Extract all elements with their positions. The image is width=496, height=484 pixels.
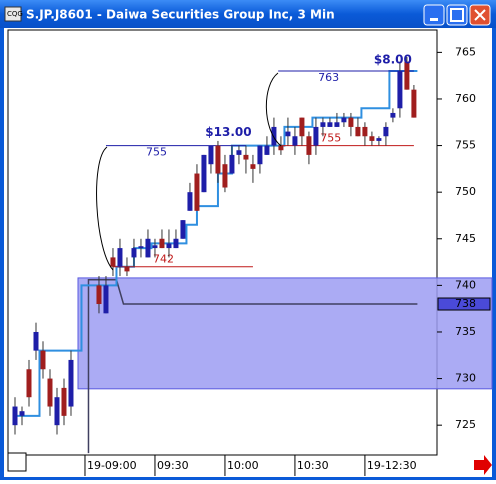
candle-body — [369, 136, 375, 141]
candle-body — [208, 145, 214, 165]
candle-body — [390, 112, 396, 118]
scroll-arrow[interactable] — [474, 455, 492, 475]
last-price-label: 738 — [455, 297, 476, 310]
candle-body — [355, 126, 361, 137]
candle-body — [173, 238, 179, 249]
level-label: 742 — [153, 253, 174, 266]
candle-body — [19, 411, 25, 416]
candle-body — [54, 397, 60, 426]
y-tick-label: 760 — [455, 92, 476, 105]
candle-body — [26, 369, 32, 398]
title-bar — [0, 0, 496, 28]
candle-body — [278, 145, 284, 151]
app-icon-glyph: CQG — [7, 10, 23, 18]
candle-body — [145, 238, 151, 258]
candle-body — [187, 192, 193, 211]
annotation: $8.00 — [374, 52, 412, 66]
candle-body — [215, 145, 221, 174]
candle-body — [159, 238, 165, 249]
candle-body — [334, 122, 340, 127]
candle-body — [12, 406, 18, 426]
y-tick-label: 730 — [455, 372, 476, 385]
candle-body — [376, 138, 382, 141]
candle-body — [341, 117, 347, 123]
candle-body — [243, 154, 249, 160]
y-tick-label: 740 — [455, 278, 476, 291]
candle-body — [138, 246, 144, 249]
candle-body — [404, 61, 410, 90]
candle-body — [201, 154, 207, 193]
chart: 725 730 735 740 745 750 755 760 765 19-09:00 09:30… — [12, 45, 493, 476]
level-label: 755 — [320, 132, 341, 145]
level-bracket — [265, 72, 282, 147]
y-tick-label: 735 — [455, 325, 476, 338]
candle-body — [397, 71, 403, 109]
candle-body — [68, 359, 74, 407]
candle-body — [131, 248, 137, 258]
x-tick-label: 10:30 — [297, 459, 329, 472]
candle-body — [194, 173, 200, 211]
candle-body — [166, 243, 172, 249]
close-glyph — [474, 9, 486, 21]
y-tick-label: 745 — [455, 232, 476, 245]
candle-body — [47, 378, 53, 407]
y-tick-label: 765 — [455, 45, 476, 58]
candle-body — [313, 126, 319, 146]
candle-body — [320, 122, 326, 127]
candle-body — [383, 126, 389, 137]
window-buttons[interactable] — [423, 4, 491, 26]
candle-body — [285, 131, 291, 137]
candle-body — [236, 150, 242, 155]
maximize-glyph — [450, 8, 464, 22]
candle-body — [327, 122, 333, 127]
candle-body — [271, 126, 277, 146]
level-label: 755 — [146, 146, 167, 159]
candle-body — [152, 245, 158, 249]
y-tick-label: 755 — [455, 139, 476, 152]
candle-body — [40, 350, 46, 370]
candle-body — [306, 136, 312, 155]
candle-body — [229, 154, 235, 174]
app-icon — [4, 6, 22, 22]
level-bracket — [96, 146, 114, 271]
minimize-button[interactable] — [423, 4, 445, 26]
candle-body — [117, 248, 123, 267]
candle-body — [124, 266, 130, 272]
window-title: S.JP.J8601 - Daiwa Securities Group Inc,… — [26, 8, 335, 22]
price-zone — [77, 277, 493, 390]
candle-body — [299, 117, 305, 137]
candle-body — [411, 89, 417, 118]
corner-box[interactable] — [7, 452, 27, 472]
candle-body — [180, 220, 186, 239]
annotation: $13.00 — [205, 125, 251, 139]
candle-body — [222, 164, 228, 188]
candle-body — [110, 257, 116, 267]
last-price-box — [437, 297, 491, 311]
candle-body — [61, 387, 67, 416]
y-tick-label: 725 — [455, 418, 476, 431]
candle-body — [33, 331, 39, 351]
candle-body — [257, 145, 263, 165]
x-tick-label: 19-09:00 — [87, 459, 137, 472]
candle-body — [362, 126, 368, 137]
level-label: 763 — [318, 71, 339, 84]
y-tick-label: 750 — [455, 185, 476, 198]
candle-body — [103, 285, 109, 314]
candle-body — [264, 145, 270, 155]
minimize-glyph — [430, 18, 438, 21]
candle-body — [292, 136, 298, 146]
candle-body — [250, 164, 256, 169]
x-tick-label: 19-12:30 — [367, 459, 417, 472]
x-tick-label: 10:00 — [227, 459, 259, 472]
candle-body — [96, 285, 102, 305]
x-tick-label: 09:30 — [157, 459, 189, 472]
candle-body — [348, 117, 354, 127]
